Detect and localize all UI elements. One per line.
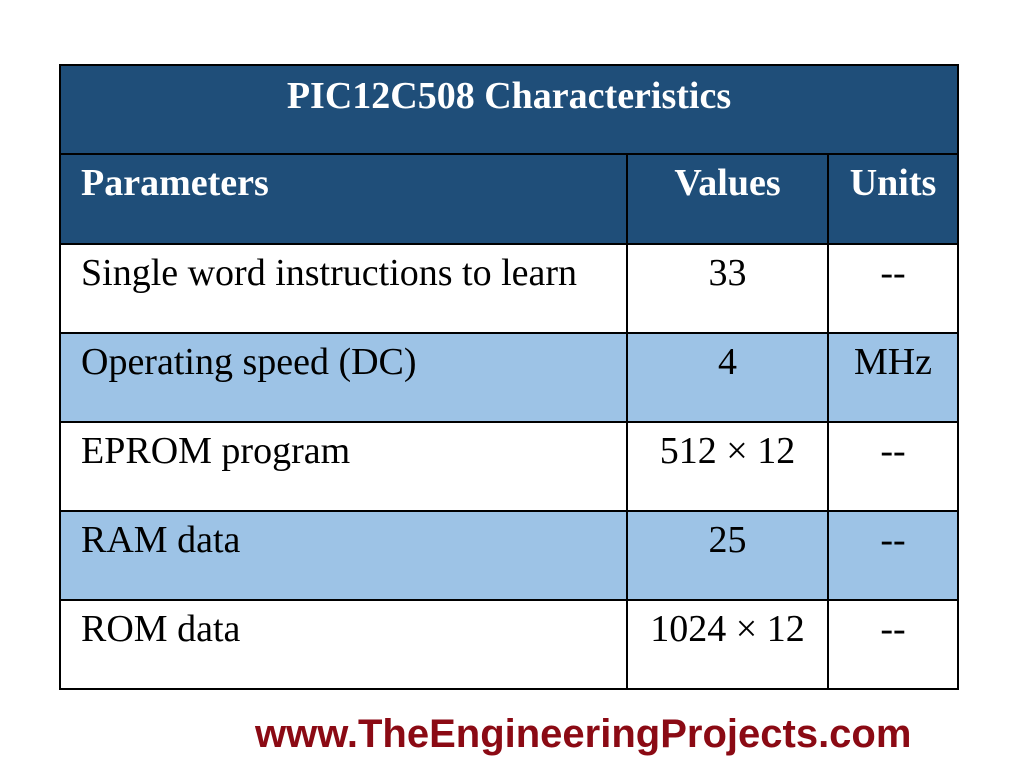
watermark-url: www.TheEngineeringProjects.com [255,712,912,756]
cell-parameter: EPROM program [59,421,628,512]
cell-parameter: Single word instructions to learn [59,243,628,334]
table-row: Operating speed (DC) 4 MHz [59,332,959,423]
table-row: RAM data 25 -- [59,510,959,601]
header-units: Units [827,153,959,245]
cell-value: 25 [626,510,829,601]
cell-value: 33 [626,243,829,334]
table-row: Single word instructions to learn 33 -- [59,243,959,334]
cell-value: 512 × 12 [626,421,829,512]
cell-parameter: RAM data [59,510,628,601]
cell-parameter: Operating speed (DC) [59,332,628,423]
cell-unit: -- [827,243,959,334]
characteristics-table: PIC12C508 Characteristics Parameters Val… [59,64,959,690]
header-parameters: Parameters [59,153,628,245]
cell-parameter: ROM data [59,599,628,690]
table-header-row: Parameters Values Units [59,153,959,245]
cell-unit: MHz [827,332,959,423]
cell-unit: -- [827,510,959,601]
table-title-row: PIC12C508 Characteristics [59,64,959,155]
header-values: Values [626,153,829,245]
cell-unit: -- [827,421,959,512]
cell-value: 1024 × 12 [626,599,829,690]
table-title: PIC12C508 Characteristics [59,64,959,155]
cell-unit: -- [827,599,959,690]
cell-value: 4 [626,332,829,423]
table-row: ROM data 1024 × 12 -- [59,599,959,690]
table-row: EPROM program 512 × 12 -- [59,421,959,512]
